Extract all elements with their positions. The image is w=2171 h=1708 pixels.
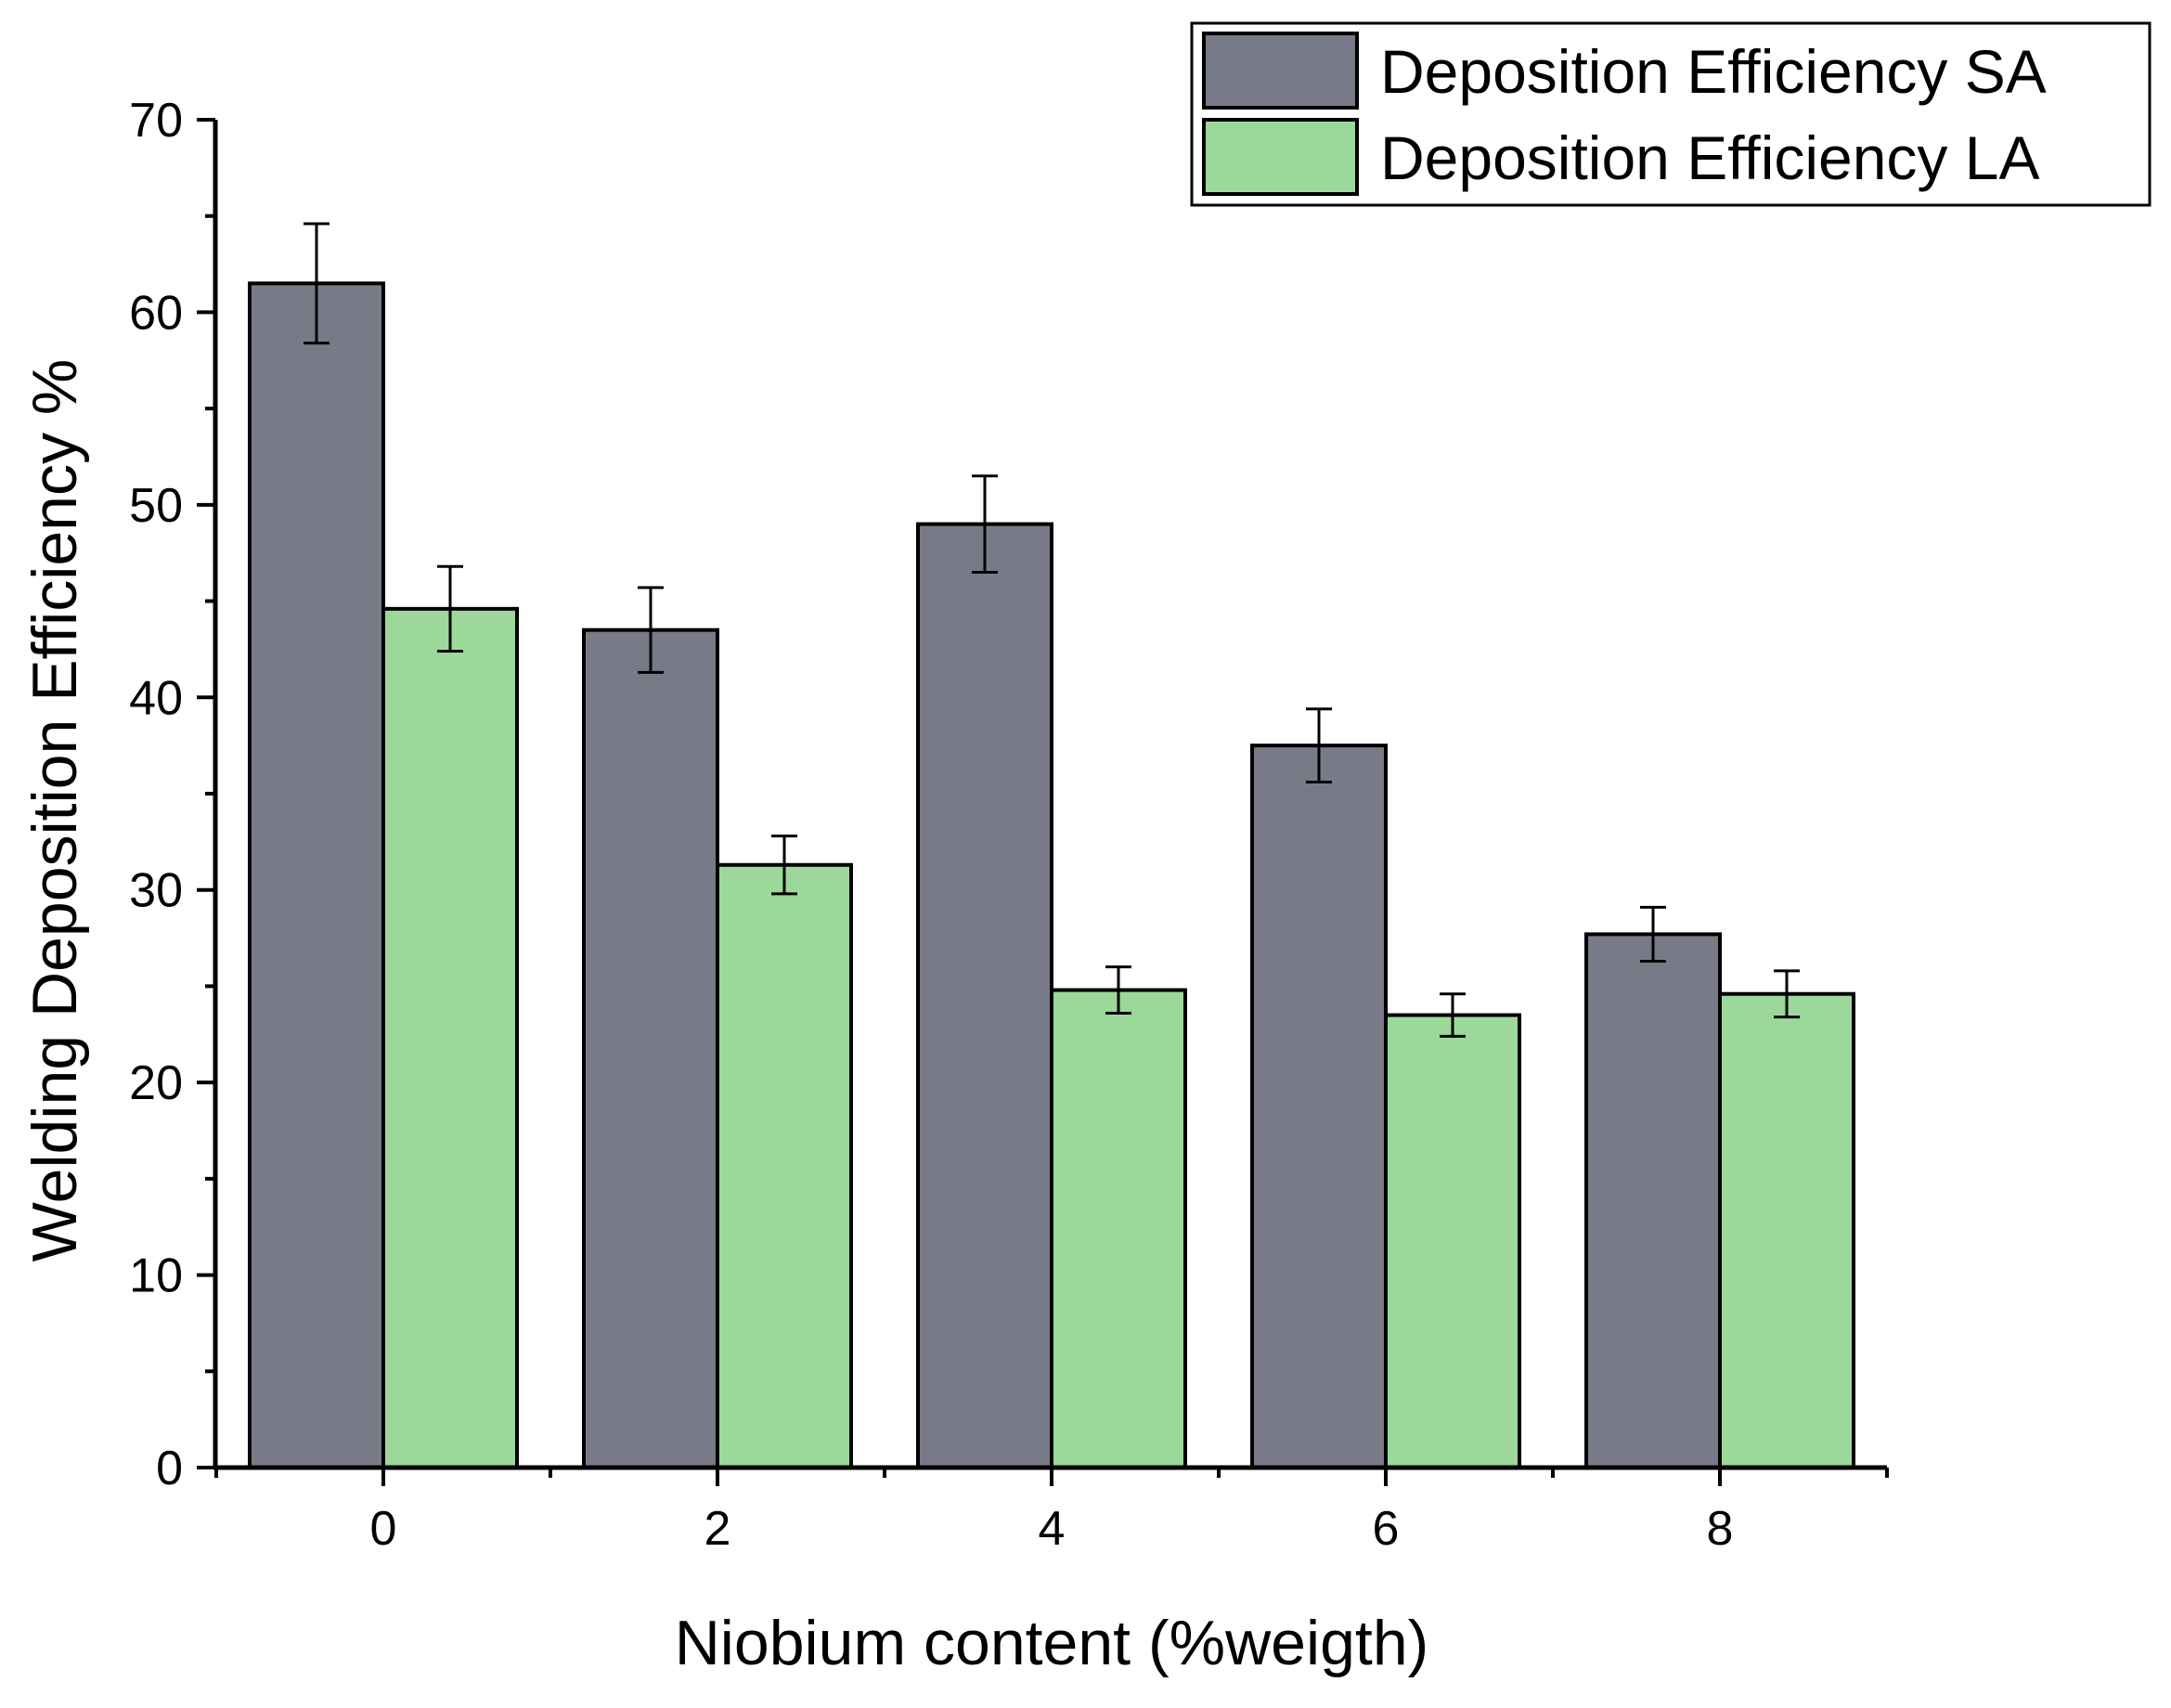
error-bar-sa-4 <box>972 474 998 574</box>
x-tick-label-2: 2 <box>704 1502 731 1556</box>
bar-la-0 <box>381 606 519 1469</box>
y-tick-label-70: 70 <box>129 94 183 148</box>
error-bars-layer <box>304 222 1800 1038</box>
error-bar-la-6 <box>1440 992 1466 1038</box>
bar-la-6 <box>1384 1013 1521 1469</box>
y-tick-label-20: 20 <box>129 1056 183 1110</box>
error-bar-sa-8 <box>1640 905 1666 963</box>
error-bar-sa-6 <box>1306 707 1332 784</box>
x-tick-label-8: 8 <box>1707 1502 1734 1556</box>
legend-swatch-sa <box>1202 32 1359 110</box>
bar-la-2 <box>716 862 853 1469</box>
legend: Deposition Efficiency SA Deposition Effi… <box>1190 21 2152 207</box>
bar-sa-4 <box>916 522 1053 1469</box>
bar-sa-0 <box>248 281 385 1469</box>
x-tick-label-0: 0 <box>370 1502 397 1556</box>
bar-sa-2 <box>582 628 719 1469</box>
error-bar-la-2 <box>771 835 797 896</box>
error-bar-sa-2 <box>638 586 664 674</box>
bar-sa-8 <box>1584 932 1722 1469</box>
y-axis-title: Welding Deposition Efficiency % <box>19 359 90 1262</box>
y-tick-label-60: 60 <box>129 286 183 340</box>
y-tick-label-0: 0 <box>156 1442 183 1495</box>
y-tick-label-30: 30 <box>129 864 183 918</box>
bar-la-4 <box>1050 988 1187 1469</box>
bars-layer <box>248 281 1855 1469</box>
bar-la-8 <box>1718 991 1855 1469</box>
x-tick-label-4: 4 <box>1039 1502 1066 1556</box>
legend-label-sa: Deposition Efficiency SA <box>1380 37 2047 106</box>
x-tick-label-6: 6 <box>1373 1502 1400 1556</box>
x-axis-title: Niobium content (%weigth) <box>675 1608 1429 1678</box>
y-ticks: 0 10 20 30 40 50 60 70 <box>129 94 215 1495</box>
legend-label-la: Deposition Efficiency LA <box>1380 123 2040 192</box>
error-bar-la-8 <box>1774 969 1800 1019</box>
legend-swatch-la <box>1202 118 1359 196</box>
error-bar-la-4 <box>1105 965 1131 1015</box>
error-bar-la-0 <box>437 564 463 653</box>
y-tick-label-40: 40 <box>129 671 183 725</box>
error-bar-sa-0 <box>304 222 330 345</box>
y-tick-label-50: 50 <box>129 479 183 533</box>
x-ticks: 0 2 4 6 8 <box>214 1468 1889 1556</box>
bar-sa-6 <box>1250 744 1388 1469</box>
y-tick-label-10: 10 <box>129 1249 183 1303</box>
